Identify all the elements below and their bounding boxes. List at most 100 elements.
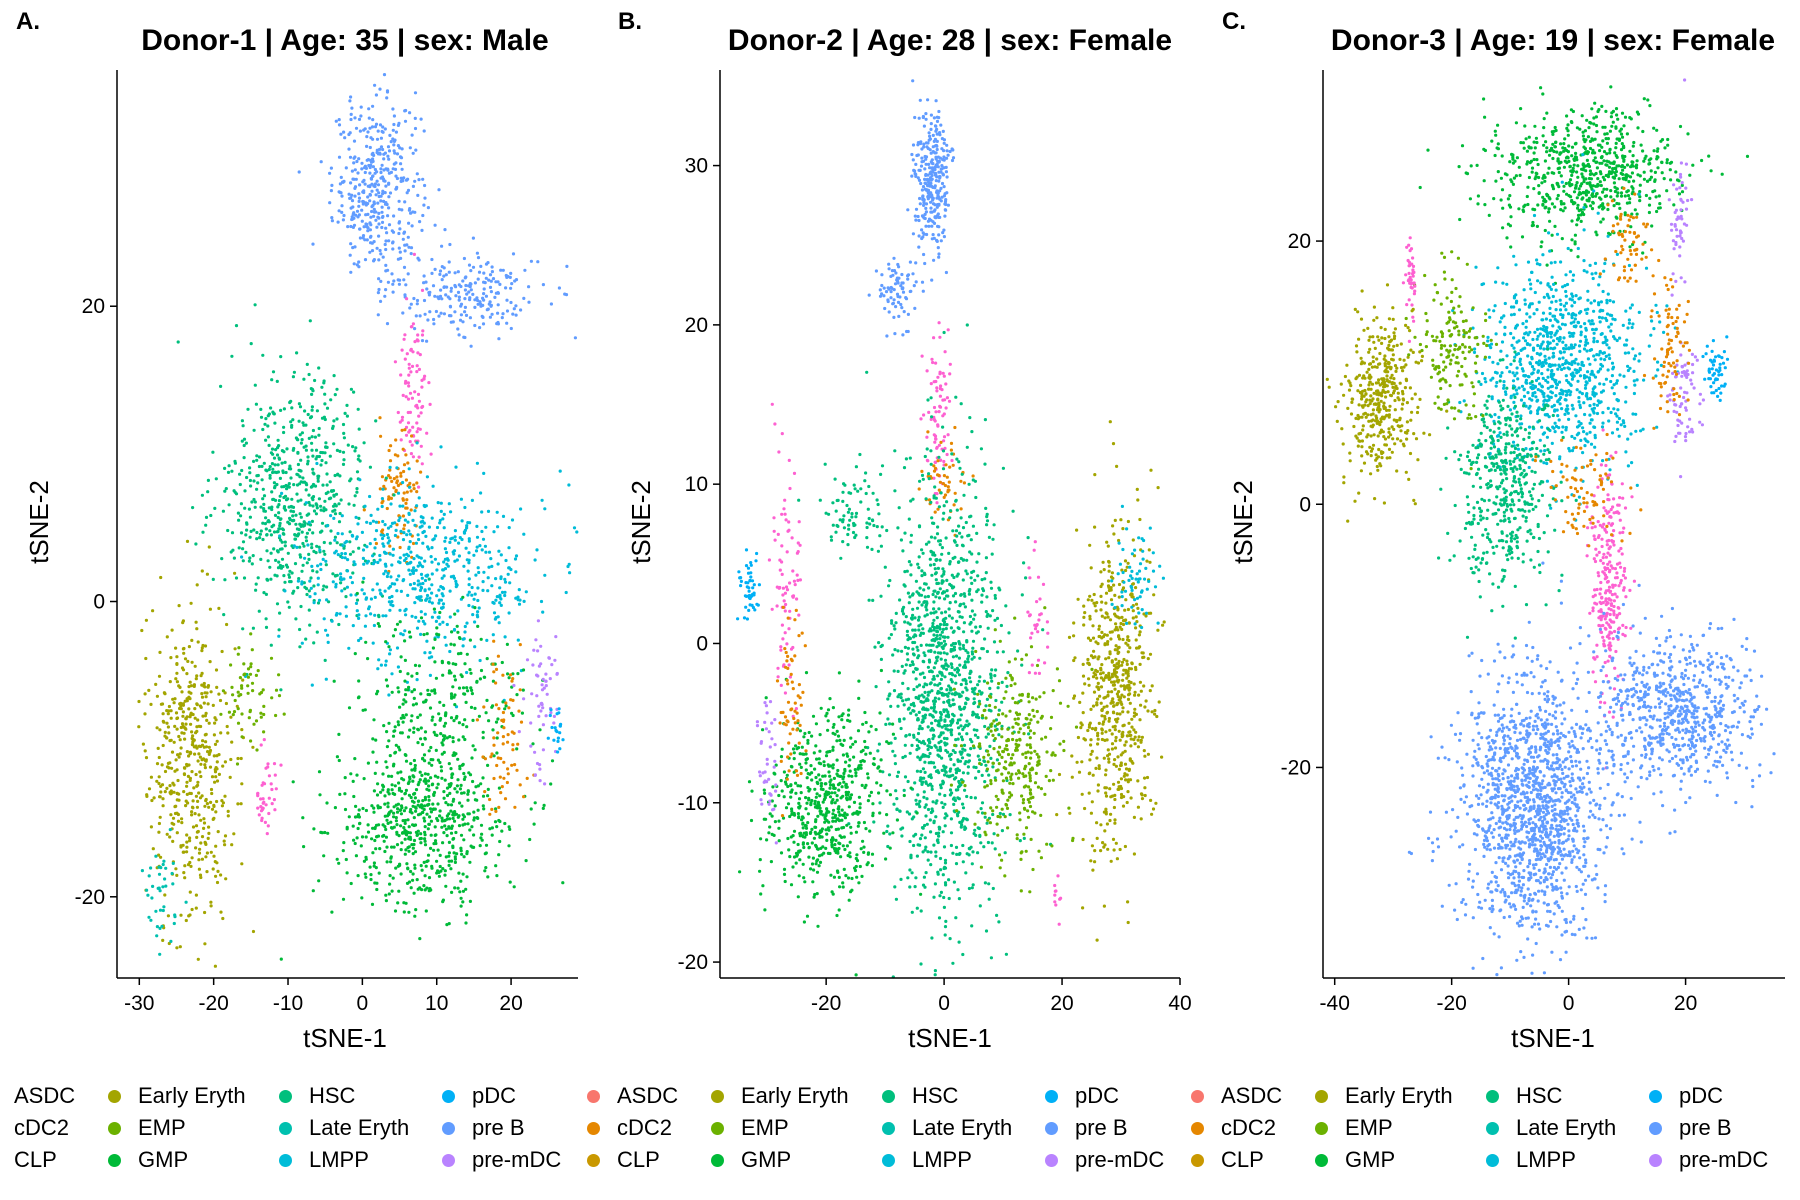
data-point bbox=[225, 622, 229, 627]
data-point bbox=[541, 748, 546, 752]
data-point bbox=[415, 430, 419, 434]
data-point bbox=[351, 779, 355, 784]
data-point bbox=[423, 737, 427, 741]
data-point bbox=[486, 794, 490, 798]
data-point bbox=[437, 314, 441, 318]
data-point bbox=[430, 516, 434, 520]
data-point bbox=[415, 172, 419, 176]
data-point bbox=[904, 457, 909, 461]
data-point bbox=[411, 425, 415, 429]
data-point bbox=[937, 443, 942, 447]
data-point bbox=[329, 496, 333, 500]
data-point bbox=[954, 654, 959, 658]
data-point bbox=[906, 329, 910, 334]
data-point bbox=[254, 719, 259, 723]
data-point bbox=[264, 417, 268, 421]
data-point bbox=[419, 836, 423, 841]
data-point bbox=[924, 210, 929, 214]
data-point bbox=[419, 556, 423, 560]
data-point bbox=[398, 146, 402, 150]
data-point bbox=[223, 578, 227, 582]
data-point bbox=[482, 292, 486, 296]
data-point bbox=[349, 117, 353, 122]
data-point bbox=[388, 191, 393, 195]
data-point bbox=[164, 884, 168, 888]
data-point bbox=[167, 766, 171, 770]
data-point bbox=[938, 387, 943, 391]
data-point bbox=[335, 857, 339, 861]
data-point bbox=[900, 649, 904, 653]
data-point bbox=[158, 728, 162, 732]
data-point bbox=[536, 619, 541, 623]
data-point bbox=[926, 807, 931, 812]
data-point bbox=[317, 545, 321, 549]
data-point bbox=[961, 578, 965, 582]
data-point bbox=[431, 715, 435, 719]
data-point bbox=[371, 641, 375, 645]
data-point bbox=[901, 699, 905, 703]
data-point bbox=[418, 220, 422, 224]
data-point bbox=[383, 849, 387, 854]
data-point bbox=[259, 715, 263, 719]
data-point bbox=[538, 728, 542, 732]
data-point bbox=[400, 797, 404, 801]
data-point bbox=[404, 759, 409, 763]
data-point bbox=[372, 861, 376, 865]
data-point bbox=[268, 465, 272, 469]
data-point bbox=[419, 632, 423, 637]
data-point bbox=[380, 210, 384, 214]
data-point bbox=[255, 487, 259, 491]
data-point bbox=[386, 145, 391, 149]
data-point bbox=[933, 683, 937, 687]
data-point bbox=[209, 904, 213, 908]
data-point bbox=[504, 701, 508, 705]
cluster-cdc2 bbox=[917, 425, 975, 537]
data-point bbox=[382, 839, 386, 843]
data-point bbox=[434, 309, 438, 314]
data-point bbox=[963, 594, 967, 598]
data-point bbox=[458, 767, 462, 771]
data-point bbox=[393, 582, 397, 586]
data-point bbox=[407, 547, 411, 551]
data-point bbox=[420, 288, 425, 292]
data-point bbox=[422, 884, 426, 888]
data-point bbox=[468, 296, 472, 300]
data-point bbox=[211, 703, 215, 708]
data-point bbox=[920, 156, 924, 160]
data-point bbox=[149, 866, 153, 870]
data-point bbox=[419, 572, 424, 577]
data-point bbox=[356, 407, 360, 411]
data-point bbox=[386, 541, 390, 545]
data-point bbox=[425, 632, 429, 636]
data-point bbox=[937, 607, 941, 611]
data-point bbox=[252, 479, 256, 483]
data-point bbox=[393, 360, 397, 364]
data-point bbox=[375, 225, 379, 229]
data-point bbox=[393, 521, 397, 525]
data-point bbox=[371, 174, 375, 178]
data-point bbox=[377, 613, 381, 618]
data-point bbox=[962, 743, 967, 748]
data-point bbox=[219, 712, 223, 716]
data-point bbox=[381, 255, 385, 259]
data-point bbox=[898, 598, 902, 602]
data-point bbox=[488, 315, 492, 319]
data-point bbox=[451, 740, 455, 744]
data-point bbox=[362, 576, 366, 581]
data-point bbox=[175, 662, 179, 667]
data-point bbox=[415, 490, 419, 494]
data-point bbox=[155, 694, 159, 698]
data-point bbox=[243, 672, 247, 676]
data-point bbox=[390, 690, 394, 694]
data-point bbox=[422, 753, 427, 757]
data-point bbox=[207, 721, 211, 725]
data-point bbox=[388, 874, 392, 878]
data-point bbox=[296, 451, 300, 455]
data-point bbox=[942, 845, 947, 849]
data-point bbox=[426, 688, 430, 692]
data-point bbox=[929, 382, 933, 386]
data-point bbox=[341, 450, 346, 454]
data-point bbox=[291, 448, 295, 452]
data-point bbox=[396, 535, 400, 539]
data-point bbox=[481, 736, 485, 740]
